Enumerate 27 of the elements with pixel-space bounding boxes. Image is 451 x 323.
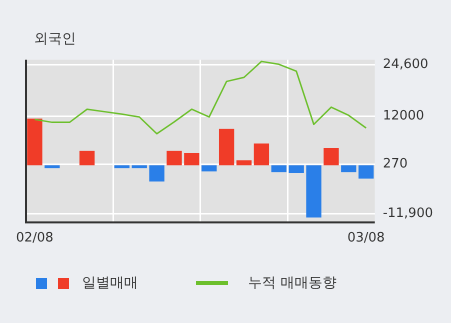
bar — [132, 165, 147, 168]
chart-title: 외국인 — [34, 30, 76, 48]
x-tick-label: 03/08 — [347, 230, 385, 246]
bar — [218, 128, 234, 166]
y-tick-label: 24,600 — [382, 57, 428, 72]
bar — [324, 148, 339, 166]
bar — [306, 165, 322, 218]
bar — [114, 165, 130, 168]
bar — [341, 165, 356, 172]
bar — [149, 165, 164, 182]
y-tick-label: 270 — [382, 156, 408, 172]
bar — [44, 165, 60, 168]
bar — [27, 118, 42, 166]
x-tick-label: 02/08 — [16, 230, 54, 246]
bar — [79, 150, 95, 166]
bar — [236, 160, 252, 166]
bar — [271, 165, 286, 172]
y-tick-label: 12000 — [382, 108, 424, 124]
legend-label: 일별매매 — [82, 274, 138, 292]
bar — [254, 144, 270, 166]
bar — [166, 150, 182, 166]
bar — [358, 165, 374, 179]
y-tick-label: -11,900 — [382, 206, 434, 222]
bar — [202, 165, 217, 172]
legend-label: 누적 매매동향 — [248, 274, 336, 292]
bar — [184, 152, 200, 166]
bar — [288, 165, 304, 173]
